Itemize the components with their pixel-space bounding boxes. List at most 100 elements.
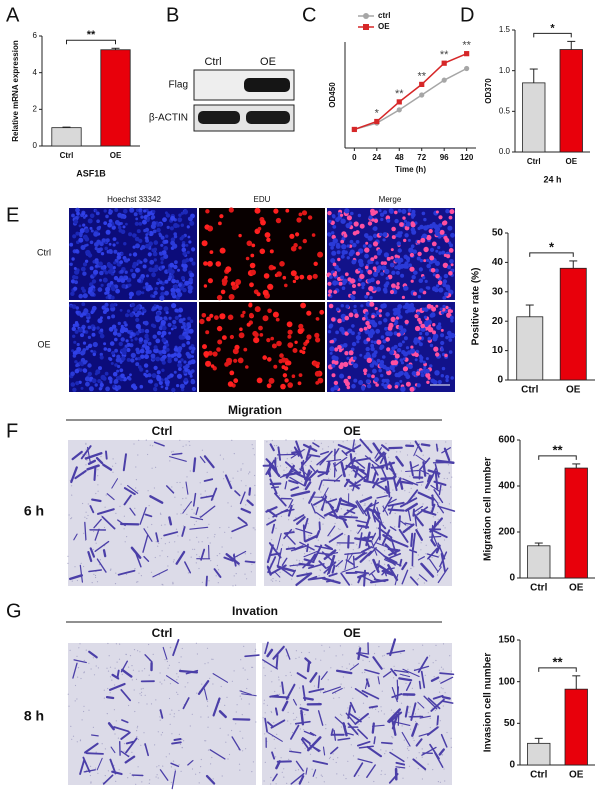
speck — [271, 439, 273, 442]
cell — [175, 279, 180, 284]
cell — [370, 343, 375, 348]
cell — [375, 383, 379, 387]
cell — [231, 736, 241, 751]
cell — [152, 210, 156, 214]
x-axis-label: ASF1B — [76, 168, 106, 178]
speck — [289, 671, 291, 674]
cell — [434, 463, 440, 478]
speck — [235, 584, 237, 586]
cell — [367, 501, 379, 509]
cell — [426, 553, 439, 558]
speck — [168, 541, 170, 543]
cell — [143, 228, 147, 233]
cell — [364, 265, 369, 270]
cell — [288, 499, 294, 509]
cell — [203, 478, 214, 482]
x-axis-label: 24 h — [543, 174, 561, 184]
speck — [352, 755, 355, 757]
cell — [89, 240, 94, 245]
speck — [304, 553, 306, 555]
cell — [429, 528, 448, 539]
cell — [103, 209, 107, 213]
cell — [420, 373, 425, 378]
cell — [97, 287, 103, 292]
cell — [332, 262, 337, 267]
speck — [198, 541, 200, 543]
cell — [212, 697, 221, 717]
speck — [97, 490, 99, 492]
speck — [250, 552, 252, 555]
cell — [72, 234, 77, 239]
speck — [266, 704, 268, 706]
cell — [327, 525, 336, 537]
cell — [373, 377, 379, 383]
speck — [384, 753, 386, 755]
speck — [76, 655, 78, 658]
speck — [442, 643, 445, 645]
bar — [51, 127, 82, 147]
speck — [76, 698, 78, 700]
cell — [159, 251, 164, 256]
cell — [182, 251, 187, 256]
cell — [117, 225, 122, 230]
speck — [315, 658, 317, 660]
speck — [302, 561, 304, 563]
cell — [443, 273, 449, 279]
speck — [183, 740, 185, 742]
cell — [381, 529, 391, 546]
speck — [178, 733, 180, 736]
cell — [410, 244, 415, 248]
cell — [395, 316, 400, 320]
cell — [266, 237, 271, 242]
speck — [141, 781, 143, 783]
cell — [153, 345, 158, 350]
cell — [100, 252, 105, 256]
cell — [190, 516, 204, 521]
cell — [117, 569, 136, 576]
speck — [443, 539, 446, 541]
cell — [162, 217, 167, 223]
speck — [131, 665, 133, 667]
cell — [72, 354, 77, 358]
cell — [442, 304, 446, 309]
cell — [352, 290, 356, 295]
cell — [396, 679, 399, 695]
speck — [381, 690, 383, 692]
speck — [76, 741, 78, 743]
speck — [381, 770, 383, 772]
speck — [242, 737, 244, 739]
cell — [94, 372, 98, 376]
cell — [107, 315, 111, 320]
speck — [112, 458, 114, 460]
cell — [71, 213, 75, 218]
cell — [326, 459, 342, 462]
cell — [75, 249, 79, 253]
cell — [90, 310, 94, 315]
cell — [296, 672, 307, 680]
speck — [81, 719, 83, 721]
speck — [254, 650, 256, 652]
y-axis-label: OD370 — [484, 78, 493, 104]
cell — [372, 233, 378, 238]
cell — [346, 356, 350, 360]
cell — [440, 328, 444, 332]
cell — [200, 494, 215, 499]
speck — [193, 524, 196, 526]
speck — [172, 581, 174, 584]
cell — [316, 317, 320, 321]
x-tick-label: Ctrl — [527, 157, 541, 166]
speck — [299, 704, 302, 706]
cell — [183, 360, 187, 364]
cell — [237, 516, 248, 525]
speck — [207, 716, 209, 718]
cell — [291, 374, 296, 379]
cell — [435, 544, 441, 554]
cell — [109, 281, 114, 285]
cell — [142, 534, 149, 553]
cell — [399, 315, 403, 319]
speck — [322, 523, 324, 525]
cell — [266, 648, 274, 658]
cell — [450, 319, 454, 323]
speck — [83, 705, 85, 707]
cell — [306, 274, 313, 281]
